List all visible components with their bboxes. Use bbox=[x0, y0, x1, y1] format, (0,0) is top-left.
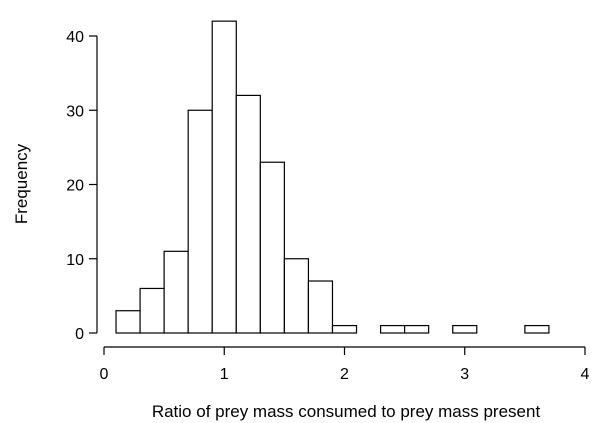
x-tick-label: 2 bbox=[340, 366, 349, 383]
histogram-bar bbox=[331, 324, 358, 334]
histogram-bar bbox=[259, 161, 285, 334]
x-tick-label: 4 bbox=[581, 366, 590, 383]
y-tick-label: 10 bbox=[66, 252, 84, 269]
y-tick-label: 20 bbox=[66, 178, 84, 195]
y-tick-label: 40 bbox=[66, 29, 84, 46]
histogram-bar bbox=[139, 287, 165, 334]
histogram-bar bbox=[163, 250, 189, 334]
histogram-bar bbox=[211, 20, 237, 334]
x-tick-label: 0 bbox=[100, 366, 109, 383]
y-tick-label: 30 bbox=[66, 103, 84, 120]
x-tick-label: 3 bbox=[460, 366, 469, 383]
histogram-bar bbox=[452, 324, 478, 334]
y-axis: 0 10 20 30 40 bbox=[66, 29, 98, 343]
histogram-bar bbox=[404, 324, 430, 334]
x-axis: 0 1 2 3 4 bbox=[100, 346, 590, 383]
histogram-bar bbox=[307, 280, 334, 334]
histogram-bar bbox=[235, 94, 261, 334]
histogram-bar bbox=[283, 258, 310, 334]
y-tick-label: 0 bbox=[75, 326, 84, 343]
y-axis-label: Frequency bbox=[12, 143, 31, 224]
histogram-bar bbox=[524, 324, 550, 334]
histogram-bar bbox=[379, 324, 406, 334]
x-tick-label: 1 bbox=[220, 366, 229, 383]
x-axis-label: Ratio of prey mass consumed to prey mass… bbox=[152, 402, 541, 421]
histogram-bar bbox=[115, 310, 141, 334]
histogram-bars bbox=[115, 20, 550, 334]
histogram-bar bbox=[187, 109, 213, 334]
